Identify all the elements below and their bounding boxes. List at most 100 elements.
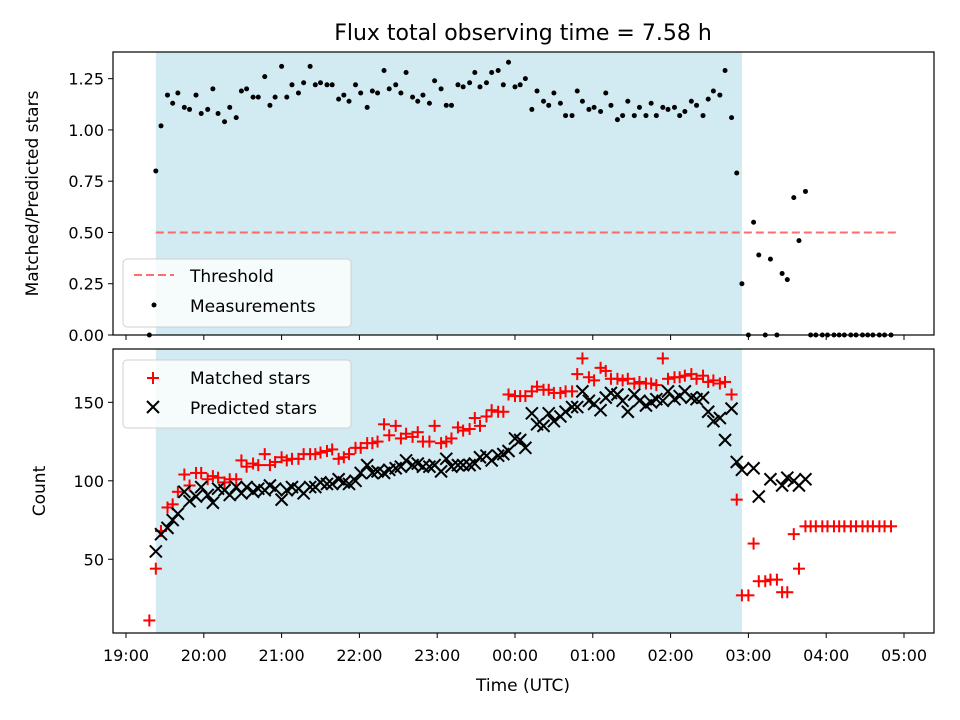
predicted-star-point: [735, 463, 749, 477]
matched-star-point: [656, 352, 669, 365]
measurement-point: [802, 188, 808, 194]
matched-star-point: [519, 390, 532, 403]
measurement-point: [500, 82, 506, 88]
measurement-point: [467, 80, 473, 86]
legend-measurements-swatch: [151, 302, 157, 308]
predicted-star-point: [763, 472, 778, 486]
predicted-star-point: [536, 419, 551, 433]
matched-star-point: [343, 448, 356, 461]
matched-star-point: [445, 432, 458, 445]
matched-star-point: [212, 471, 225, 484]
predicted-star-point: [730, 455, 744, 469]
measurement-point: [614, 117, 620, 123]
predicted-star-point: [724, 401, 739, 416]
matched-star-point: [314, 446, 327, 459]
predicted-star-point: [189, 489, 203, 504]
measurement-point: [563, 113, 569, 119]
measurement-point: [381, 67, 387, 73]
measurement-point: [358, 90, 364, 96]
measurement-point: [410, 94, 416, 100]
measurement-point: [267, 102, 273, 108]
legend-matched-label: Matched stars: [190, 369, 310, 389]
predicted-star-point: [621, 405, 635, 419]
matched-star-point: [463, 423, 476, 436]
measurement-point: [631, 113, 637, 119]
matched-star-point: [269, 455, 282, 468]
measurement-point: [318, 80, 323, 86]
xtick-label: 03:00: [725, 646, 771, 665]
measurement-point: [717, 92, 723, 98]
matched-star-point: [428, 419, 441, 432]
measurement-point: [438, 86, 444, 92]
matched-star-point: [599, 364, 612, 377]
matched-star-point: [781, 586, 794, 599]
predicted-star-point: [713, 411, 727, 425]
measurement-point: [181, 104, 187, 110]
bot-ytick-label: 100: [73, 472, 104, 491]
measurement-point: [233, 115, 239, 121]
measurement-point: [682, 108, 688, 114]
measurement-point: [198, 111, 204, 117]
measurement-point: [238, 88, 244, 94]
measurement-point: [648, 100, 654, 106]
measurement-point: [677, 113, 683, 119]
measurement-point: [489, 70, 495, 76]
measurement-point: [517, 82, 523, 88]
measurement-point: [779, 270, 785, 276]
matched-star-point: [742, 589, 755, 602]
predicted-star-point: [274, 492, 289, 507]
measurement-point: [279, 63, 285, 69]
measurement-point: [671, 104, 677, 110]
measurement-point: [472, 70, 478, 76]
measurement-point: [353, 82, 359, 88]
matched-star-point: [143, 614, 156, 627]
measurement-point: [289, 82, 295, 88]
predicted-star-point: [451, 458, 465, 472]
matched-star-point: [588, 374, 601, 387]
measurement-point: [522, 76, 528, 82]
measurement-point: [307, 63, 313, 69]
predicted-star-point: [542, 406, 556, 421]
measurement-point: [393, 82, 399, 88]
measurement-point: [477, 84, 483, 90]
measurement-point: [739, 281, 745, 287]
measurement-point: [791, 195, 797, 201]
matched-star-point: [371, 435, 384, 448]
matched-star-point: [378, 418, 391, 431]
measurement-point: [329, 82, 335, 88]
measurement-point: [722, 67, 728, 73]
measurement-point: [193, 92, 199, 98]
matched-star-point: [554, 386, 567, 399]
matched-star-point: [621, 372, 634, 385]
matched-star-point: [697, 369, 710, 382]
predicted-star-point: [160, 521, 175, 535]
measurement-point: [643, 113, 649, 119]
matched-star-point: [792, 562, 805, 575]
measurement-point: [729, 115, 735, 121]
measurement-point: [653, 113, 659, 119]
measurement-point: [546, 102, 552, 108]
predicted-star-point: [200, 488, 215, 502]
measurement-point: [598, 108, 604, 114]
measurement-point: [341, 92, 347, 98]
matched-star-point: [383, 429, 396, 442]
predicted-star-point: [320, 477, 334, 491]
measurement-point: [153, 168, 159, 174]
matched-star-point: [411, 426, 424, 439]
bottom-legend: Matched stars Predicted stars: [122, 359, 352, 429]
measurement-point: [301, 80, 307, 86]
matched-star-point: [730, 493, 743, 506]
measurement-point: [460, 84, 466, 90]
legend-threshold-label: Threshold: [189, 267, 274, 287]
bottom-panel: 50 100 150 19:00 20:00 21:00 22:00 23:00 00:00 0…: [30, 348, 935, 696]
matched-star-point: [770, 573, 783, 586]
matched-star-point: [502, 388, 515, 401]
measurement-point: [586, 106, 592, 112]
measurement-point: [210, 86, 216, 92]
top-axes-frame: [112, 51, 935, 336]
matched-star-point: [473, 419, 486, 432]
matched-star-point: [616, 374, 629, 387]
legend-matched-swatch: [147, 372, 159, 384]
bot-ytick-label: 150: [73, 393, 104, 412]
matched-star-point: [435, 437, 448, 450]
